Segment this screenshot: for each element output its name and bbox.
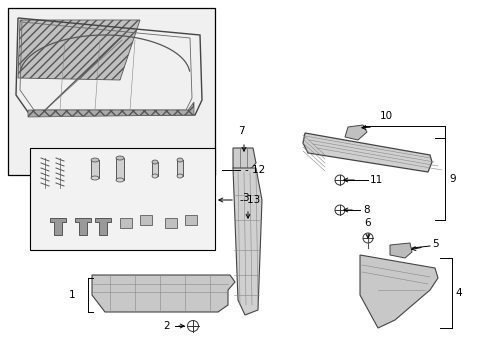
Text: 9: 9 xyxy=(448,174,455,184)
Text: 4: 4 xyxy=(454,288,461,298)
Ellipse shape xyxy=(152,160,158,164)
Bar xyxy=(164,218,177,228)
Polygon shape xyxy=(28,102,194,117)
Bar xyxy=(177,160,183,176)
Bar xyxy=(116,158,124,180)
Bar xyxy=(152,162,158,176)
Ellipse shape xyxy=(116,156,124,160)
Text: 7: 7 xyxy=(237,126,244,136)
Bar xyxy=(30,148,215,250)
Text: 8: 8 xyxy=(362,205,369,215)
Ellipse shape xyxy=(177,158,183,162)
Text: 3: 3 xyxy=(241,193,248,203)
Text: - 12: - 12 xyxy=(244,165,264,175)
Bar xyxy=(120,218,132,228)
Ellipse shape xyxy=(152,174,158,178)
Polygon shape xyxy=(95,218,111,235)
Polygon shape xyxy=(359,255,437,328)
Ellipse shape xyxy=(91,176,99,180)
Text: 6: 6 xyxy=(364,218,370,228)
Text: 10: 10 xyxy=(379,111,392,121)
Polygon shape xyxy=(232,168,262,315)
Polygon shape xyxy=(389,243,411,258)
Text: 11: 11 xyxy=(369,175,383,185)
Polygon shape xyxy=(75,218,91,235)
Text: 2: 2 xyxy=(163,321,170,331)
Text: - 13: - 13 xyxy=(240,195,260,205)
Polygon shape xyxy=(50,218,66,235)
Ellipse shape xyxy=(116,178,124,182)
Polygon shape xyxy=(232,148,256,172)
Text: 5: 5 xyxy=(431,239,438,249)
Polygon shape xyxy=(18,20,140,80)
Bar xyxy=(184,215,197,225)
Polygon shape xyxy=(303,133,431,172)
Bar xyxy=(140,215,152,225)
Text: 1: 1 xyxy=(68,290,75,300)
Polygon shape xyxy=(92,275,235,312)
Ellipse shape xyxy=(177,174,183,178)
Ellipse shape xyxy=(91,158,99,162)
Bar xyxy=(91,160,99,178)
Bar xyxy=(8,8,215,175)
Polygon shape xyxy=(345,125,366,140)
